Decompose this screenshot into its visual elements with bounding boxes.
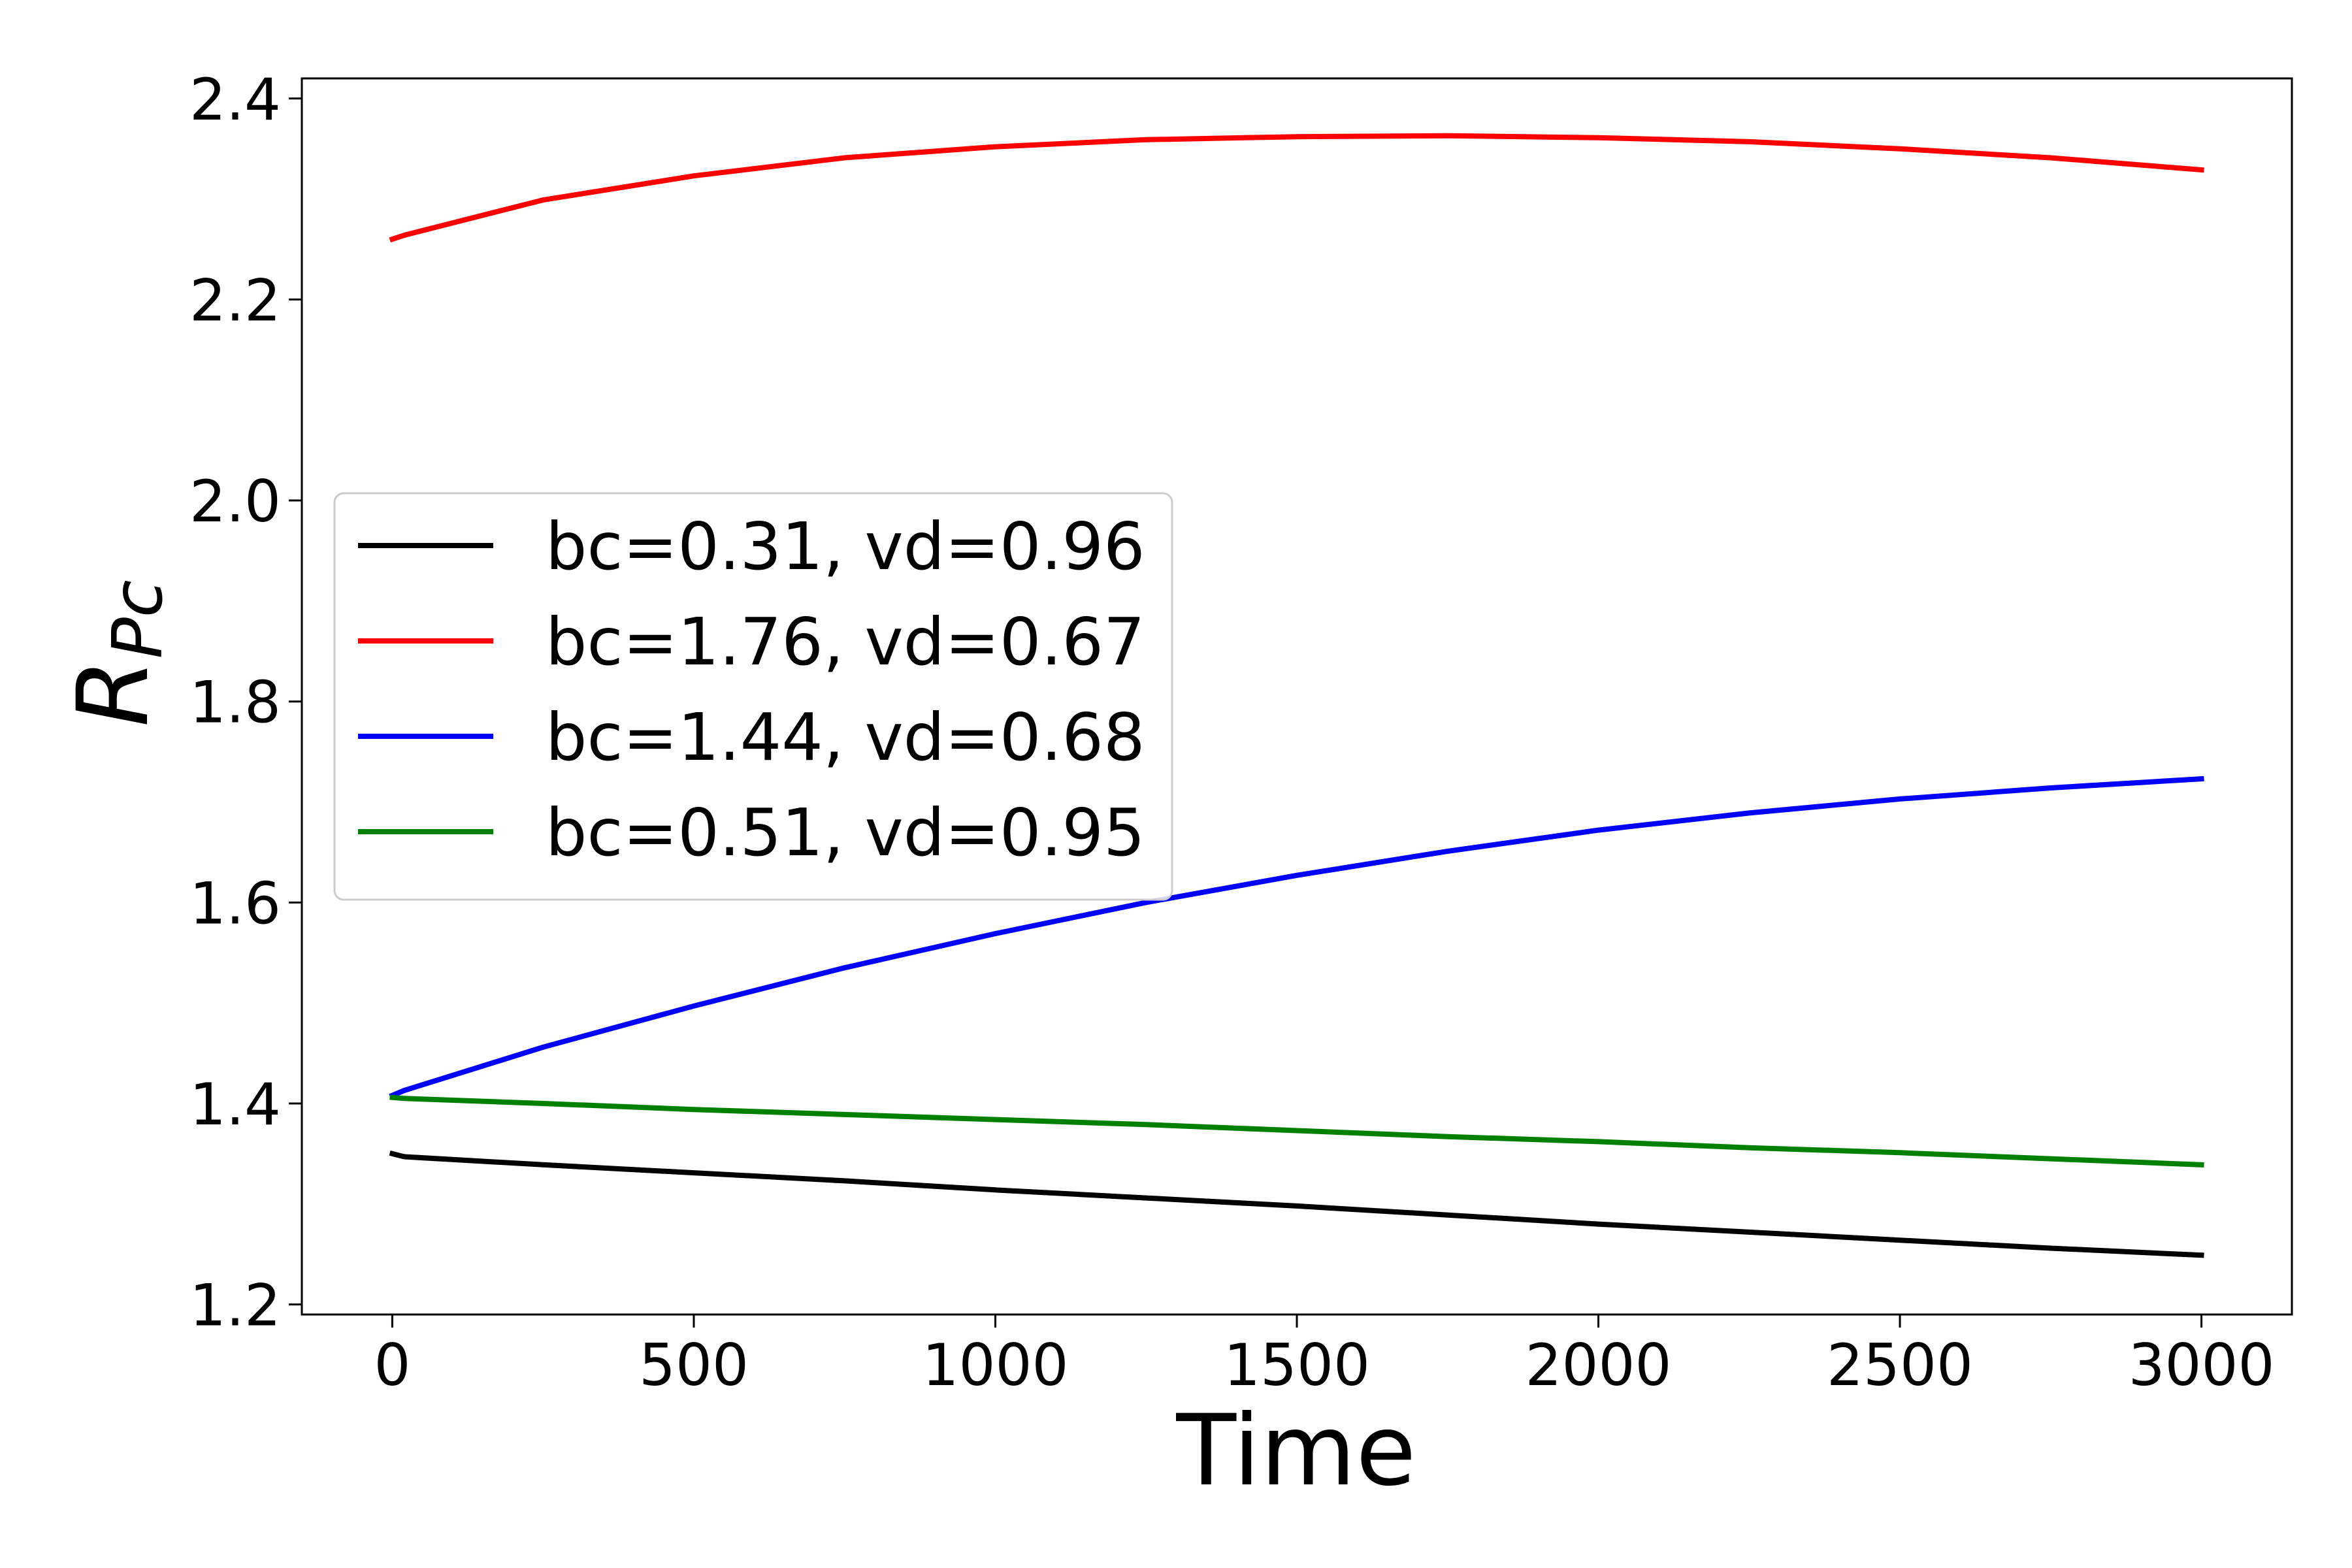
series-line-2: [389, 133, 2204, 243]
y-tick-label: 1.2: [189, 1272, 281, 1339]
legend-label-3: bc=1.44, vd=0.68: [546, 699, 1145, 776]
series-line-1: [389, 1151, 2204, 1258]
legend-label-2: bc=1.76, vd=0.67: [546, 604, 1145, 680]
series-line-3: [389, 776, 2204, 1099]
legend-label-4: bc=0.51, vd=0.95: [546, 794, 1145, 871]
series-line-4: [389, 1094, 2204, 1168]
legend-label-1: bc=0.31, vd=0.96: [546, 508, 1145, 585]
axes: 0 500 1000 1500 2000 2500 3000 1.2 1.4 1.6 1.8 2.0 2…: [189, 66, 2293, 1399]
y-axis-title-subscript: Pc: [98, 580, 178, 659]
legend: bc=0.31, vd=0.96 bc=1.76, vd=0.67 bc=1.44,…: [333, 492, 1173, 901]
legend-box: [333, 492, 1173, 901]
x-tick-label: 1000: [923, 1331, 1069, 1399]
y-tick-label: 2.2: [189, 267, 281, 334]
x-axis-title: Time: [1175, 1394, 1416, 1508]
x-tick-label: 1500: [1224, 1331, 1370, 1399]
x-tick-label: 500: [639, 1331, 749, 1399]
x-tick-label: 2000: [1526, 1331, 1672, 1399]
x-tick-label: 0: [374, 1331, 410, 1399]
y-tick-label: 1.8: [189, 669, 281, 736]
x-tick-label: 2500: [1827, 1331, 1973, 1399]
plot-area: [389, 133, 2204, 1258]
y-tick-label: 2.4: [189, 66, 281, 133]
y-tick-label: 2.0: [189, 468, 281, 535]
y-axis-title-main: R: [57, 659, 171, 727]
x-tick-label: 3000: [2129, 1331, 2275, 1399]
y-tick-label: 1.4: [189, 1071, 281, 1138]
y-axis-title: RPc: [57, 580, 178, 727]
y-tick-label: 1.6: [189, 870, 281, 937]
